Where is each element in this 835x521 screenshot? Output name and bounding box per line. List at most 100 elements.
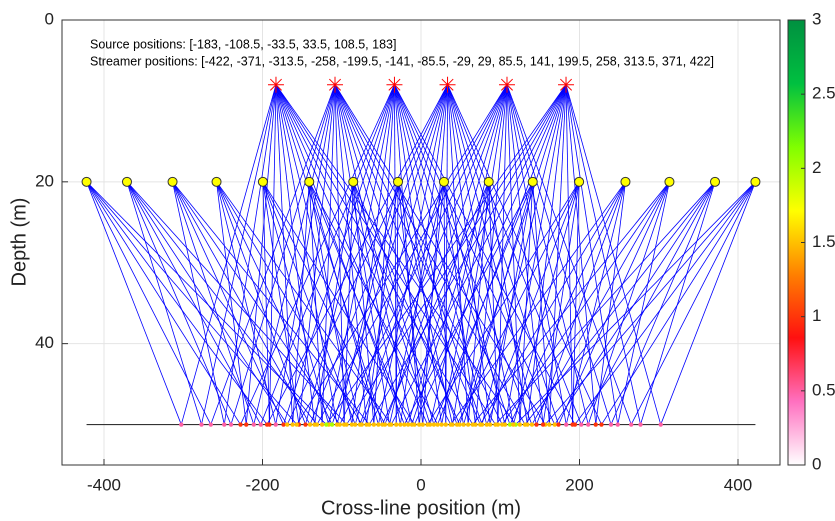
ray-up [352, 181, 375, 425]
ray-down [447, 84, 602, 425]
ray-up [352, 181, 461, 425]
reflection-point [461, 422, 466, 427]
ray-up [531, 181, 670, 425]
ray-up [216, 181, 363, 425]
y-tick-label: 20 [35, 171, 54, 190]
reflection-point [570, 422, 575, 427]
plot-frame [61, 19, 781, 466]
ray-up [262, 181, 300, 425]
ray-down [309, 84, 448, 425]
ray-up [640, 181, 716, 425]
reflection-point [208, 422, 213, 427]
reflection-point [349, 422, 355, 427]
streamer-marker [348, 176, 359, 187]
ray-up [660, 181, 756, 425]
reflection-point [222, 422, 227, 427]
ray-up [542, 181, 580, 425]
source-marker [441, 78, 454, 91]
reflection-point [199, 422, 204, 427]
reflection-point [285, 422, 290, 427]
ray-up [86, 181, 241, 425]
ray-up [381, 181, 490, 425]
ray-up [86, 181, 298, 425]
ray-up [501, 181, 670, 425]
ray-down [275, 84, 316, 425]
ray-down [506, 84, 612, 425]
ray-up [352, 181, 431, 425]
reflection-point [457, 422, 462, 427]
source-marker [388, 78, 401, 91]
reflection-point [371, 422, 377, 427]
ray-down [565, 84, 662, 425]
reflection-point [564, 422, 569, 427]
ray-down [390, 84, 567, 425]
ray-up [86, 181, 212, 425]
streamer-marker [527, 176, 538, 187]
ray-up [126, 181, 318, 425]
reflection-point [427, 422, 433, 427]
reflection-point [507, 422, 513, 427]
ray-down [334, 84, 458, 425]
reflection-point [228, 422, 234, 427]
ray-up [397, 181, 483, 425]
ray-down [526, 84, 567, 425]
ray-down [394, 84, 420, 425]
reflection-point [473, 422, 478, 427]
ray-up [262, 181, 415, 425]
reflection-point [629, 422, 634, 427]
ray-up [262, 181, 386, 425]
ray-up [574, 181, 756, 425]
ray-down [548, 84, 567, 425]
ray-down [429, 84, 508, 425]
streamer-marker [211, 176, 222, 187]
streamer-marker [393, 176, 404, 187]
ray-up [126, 181, 262, 425]
ray-down [331, 84, 448, 425]
ray-up [86, 181, 268, 425]
reflection-point [556, 422, 561, 427]
ray-up [544, 181, 756, 425]
reflection-point [534, 422, 539, 427]
reflection-point [638, 422, 643, 427]
reflection-point [367, 422, 372, 427]
ray-up [524, 181, 716, 425]
x-tick-label: 200 [565, 475, 593, 494]
reflection-point [484, 422, 489, 427]
ray-down [422, 84, 448, 425]
reflection-point [353, 422, 358, 427]
ray-up [456, 181, 580, 425]
reflection-point [402, 422, 407, 427]
reflection-point [303, 422, 308, 427]
ray-down [414, 84, 567, 425]
annotation: Streamer positions: [-422, -371, -313.5,… [90, 54, 714, 68]
reflection-point [290, 422, 295, 427]
ray-down [334, 84, 367, 425]
reflection-point [431, 422, 437, 427]
ray-up [172, 181, 311, 425]
reflection-point [511, 422, 516, 427]
reflection-point [394, 422, 399, 427]
ray-up [308, 181, 323, 425]
reflection-point [420, 422, 425, 427]
reflection-point [417, 422, 422, 427]
streamer-marker [574, 176, 585, 187]
ray-up [336, 181, 399, 425]
ray-down [506, 84, 544, 425]
ray-up [126, 181, 347, 425]
y-tick-label: 40 [35, 333, 54, 352]
ray-down [275, 84, 294, 425]
ray-down [497, 84, 508, 425]
ray-down [459, 84, 567, 425]
source-marker [500, 78, 513, 91]
ray-up [441, 181, 490, 425]
reflection-point [314, 422, 320, 427]
ray-up [486, 181, 580, 425]
ray-down [394, 84, 443, 425]
ray-down [260, 84, 395, 425]
ray-up [308, 181, 379, 425]
ray-up [366, 181, 399, 425]
ray-up [126, 181, 202, 425]
ray-down [275, 84, 383, 425]
reflection-point [658, 422, 663, 427]
ray-down [394, 84, 464, 425]
